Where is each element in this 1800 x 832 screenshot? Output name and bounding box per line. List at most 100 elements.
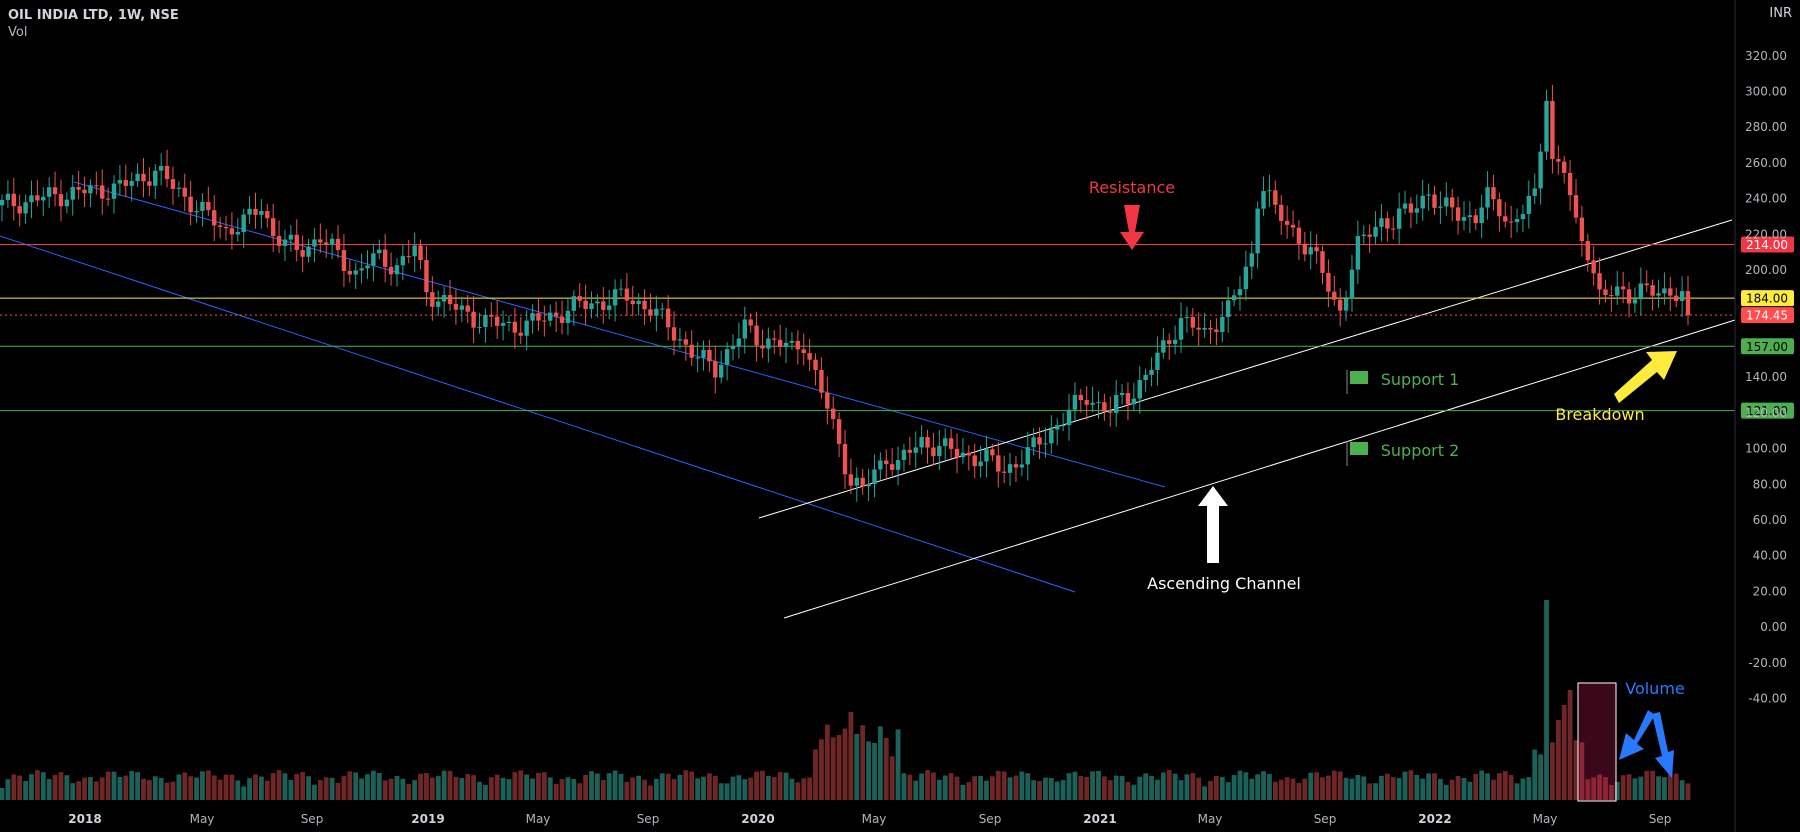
volume-bar <box>1479 770 1485 800</box>
candle-body <box>689 344 694 358</box>
volume-bar <box>984 780 989 800</box>
volume-bar <box>1349 778 1355 800</box>
candle-body <box>772 338 777 340</box>
candle-body <box>789 340 795 343</box>
volume-bar <box>306 776 311 800</box>
price-axis[interactable]: 214.00 184.00 174.45 157.00 121.00 320.00 300.… <box>1734 0 1794 832</box>
candle-body <box>253 208 258 215</box>
volume-bar <box>1060 780 1066 800</box>
volume-bar <box>347 771 353 800</box>
volume-bar <box>677 774 683 800</box>
volume-bar <box>382 780 388 800</box>
candle-body <box>70 187 75 200</box>
volume-bar <box>1567 690 1573 800</box>
volume-bar <box>589 771 594 800</box>
candle-body <box>1467 215 1473 218</box>
volume-bar <box>46 779 52 800</box>
candle-body <box>589 303 594 310</box>
volume-indicator-label[interactable]: Vol <box>8 25 28 40</box>
candle-body <box>418 245 423 261</box>
candle-body <box>1102 402 1107 412</box>
candle-body <box>742 319 747 339</box>
candle-body <box>606 305 612 310</box>
time-axis-tick: 2022 <box>1418 812 1451 826</box>
volume-bar <box>447 770 453 800</box>
volume-bar <box>1355 774 1361 800</box>
volume-bar <box>205 770 211 800</box>
volume-bar <box>1514 783 1520 800</box>
candle-body <box>335 238 341 251</box>
candle-body <box>636 300 641 305</box>
candle-body <box>1449 197 1455 208</box>
volume-bar <box>1561 705 1567 800</box>
volume-bar <box>1231 775 1237 800</box>
volume-bar <box>948 773 954 800</box>
volume-bar <box>630 777 636 800</box>
volume-bar <box>1308 772 1314 800</box>
volume-bar <box>1101 776 1107 800</box>
candle-body <box>465 305 470 312</box>
symbol-title[interactable]: OIL INDIA LTD, 1W, NSE <box>8 8 179 23</box>
volume-bar <box>695 778 701 800</box>
volume-bar <box>223 774 229 800</box>
candle-body <box>1078 395 1084 401</box>
volume-bar <box>1078 775 1084 800</box>
ascending-channel-upper <box>758 219 1733 519</box>
volume-bar <box>1520 778 1526 800</box>
volume-bar <box>5 779 11 800</box>
volume-bar <box>400 778 406 800</box>
candle-body <box>424 260 429 293</box>
volume-bar <box>889 756 895 800</box>
volume-bar <box>1149 775 1154 800</box>
candle-body <box>984 449 989 462</box>
candle-body <box>836 419 842 444</box>
candle-body <box>866 484 871 487</box>
volume-bar <box>164 782 170 800</box>
candle-body <box>135 173 140 182</box>
volume-bar <box>624 781 630 800</box>
candle-body <box>1231 295 1237 301</box>
candle-body <box>247 208 252 215</box>
volume-bar <box>1656 776 1661 800</box>
volume-bar <box>40 772 46 800</box>
volume-bar <box>247 778 252 800</box>
candle-body <box>441 295 447 302</box>
candle-body <box>701 349 706 358</box>
volume-bar <box>11 774 17 800</box>
volume-bar <box>1496 773 1502 800</box>
candle-body <box>1308 247 1313 255</box>
candle-body <box>406 256 411 258</box>
candle-body <box>795 340 801 350</box>
candle-body <box>1438 206 1443 208</box>
volume-bar <box>276 770 282 800</box>
volume-bar <box>1432 773 1437 800</box>
price-tag-label: 184.00 <box>1746 292 1788 306</box>
volume-bar <box>1048 777 1054 800</box>
candle-body <box>1184 316 1190 319</box>
volume-bar <box>1225 782 1231 800</box>
candle-body <box>601 301 606 310</box>
volume-bar <box>217 779 223 800</box>
price-axis-tick: -20.00 <box>1748 656 1787 670</box>
candle-body <box>276 235 282 246</box>
candle-body <box>913 447 918 453</box>
volume-bar <box>211 775 217 800</box>
volume-bar <box>82 777 87 800</box>
candle-body <box>1603 289 1608 296</box>
candle-body <box>58 194 64 207</box>
candle-body <box>707 349 712 362</box>
volume-bar <box>1160 772 1166 800</box>
time-axis[interactable]: 2018 May Sep 2019 May Sep 2020 May Sep 2021 May Sep… <box>68 812 1671 826</box>
volume-bar <box>1001 771 1007 800</box>
annotations: Resistance Support 1 Support 2 Ascending Ch… <box>1089 178 1685 778</box>
candle-body <box>182 187 187 197</box>
volume-bar <box>1031 780 1037 800</box>
price-axis-tick: 140.00 <box>1745 370 1787 384</box>
candle-body <box>282 239 288 246</box>
support1-flag-icon <box>1350 371 1368 384</box>
volume-bar <box>1544 600 1549 800</box>
chart-header: OIL INDIA LTD, 1W, NSE Vol <box>8 8 179 40</box>
candle-body <box>1408 203 1414 213</box>
volume-bar <box>258 776 264 800</box>
